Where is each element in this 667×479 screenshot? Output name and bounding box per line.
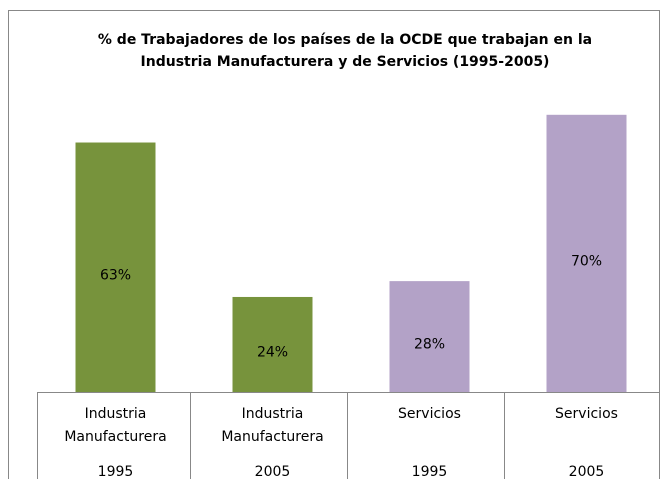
chart-title: % de Trabajadores de los países de la OC…	[98, 32, 592, 48]
chart-title: Industria Manufacturera y de Servicios (…	[141, 54, 550, 70]
x-tick-label: Manufacturera	[64, 429, 166, 445]
category-table	[37, 392, 660, 479]
x-tick-label: 2005	[569, 464, 605, 479]
data-label: 24%	[257, 344, 288, 360]
x-tick-label: Servicios	[398, 406, 461, 422]
x-tick-label: Manufacturera	[221, 429, 323, 445]
data-label: 70%	[571, 253, 602, 269]
bar	[75, 142, 156, 392]
x-tick-label: Servicios	[555, 406, 618, 422]
x-tick-label: Industria	[85, 406, 147, 422]
bar	[232, 296, 313, 392]
bar	[389, 281, 470, 392]
data-label: 63%	[100, 267, 131, 283]
x-tick-label: Industria	[242, 406, 304, 422]
bar	[546, 114, 627, 393]
data-label: 28%	[414, 337, 445, 353]
x-tick-label: 1995	[98, 464, 134, 479]
x-tick-label: 1995	[412, 464, 448, 479]
x-tick-label: 2005	[255, 464, 291, 479]
